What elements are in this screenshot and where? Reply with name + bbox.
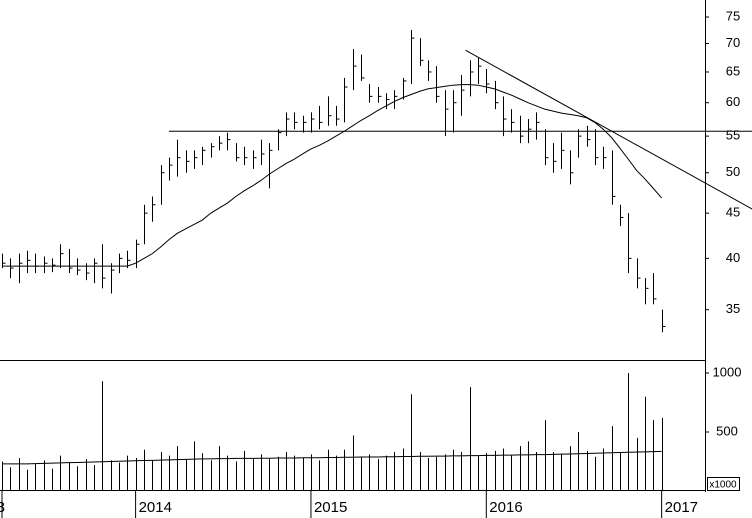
x-tick-label: 2015 [314, 499, 347, 516]
x-tick-label: 3 [0, 499, 5, 516]
y-tick-label: 40 [726, 250, 740, 265]
y-tick-label: 75 [726, 8, 740, 23]
moving-average [2, 84, 663, 267]
volume-unit: x1000 [709, 480, 737, 491]
y-tick-label: 500 [716, 423, 738, 438]
y-tick-label: 55 [726, 128, 740, 143]
unit-box [707, 477, 740, 491]
trend-line [465, 49, 752, 210]
x-tick-label: 2014 [139, 499, 172, 516]
y-tick-label: 50 [726, 164, 740, 179]
volume-average [2, 450, 662, 465]
x-tick-label: 2016 [489, 499, 522, 516]
y-tick-label: 70 [726, 35, 740, 50]
y-tick-label: 35 [726, 301, 740, 316]
y-tick-label: 65 [726, 63, 740, 78]
y-tick-label: 1000 [713, 364, 742, 379]
x-tick-label: 2017 [665, 499, 698, 516]
y-tick-label: 45 [726, 205, 740, 220]
y-tick-label: 60 [726, 94, 740, 109]
